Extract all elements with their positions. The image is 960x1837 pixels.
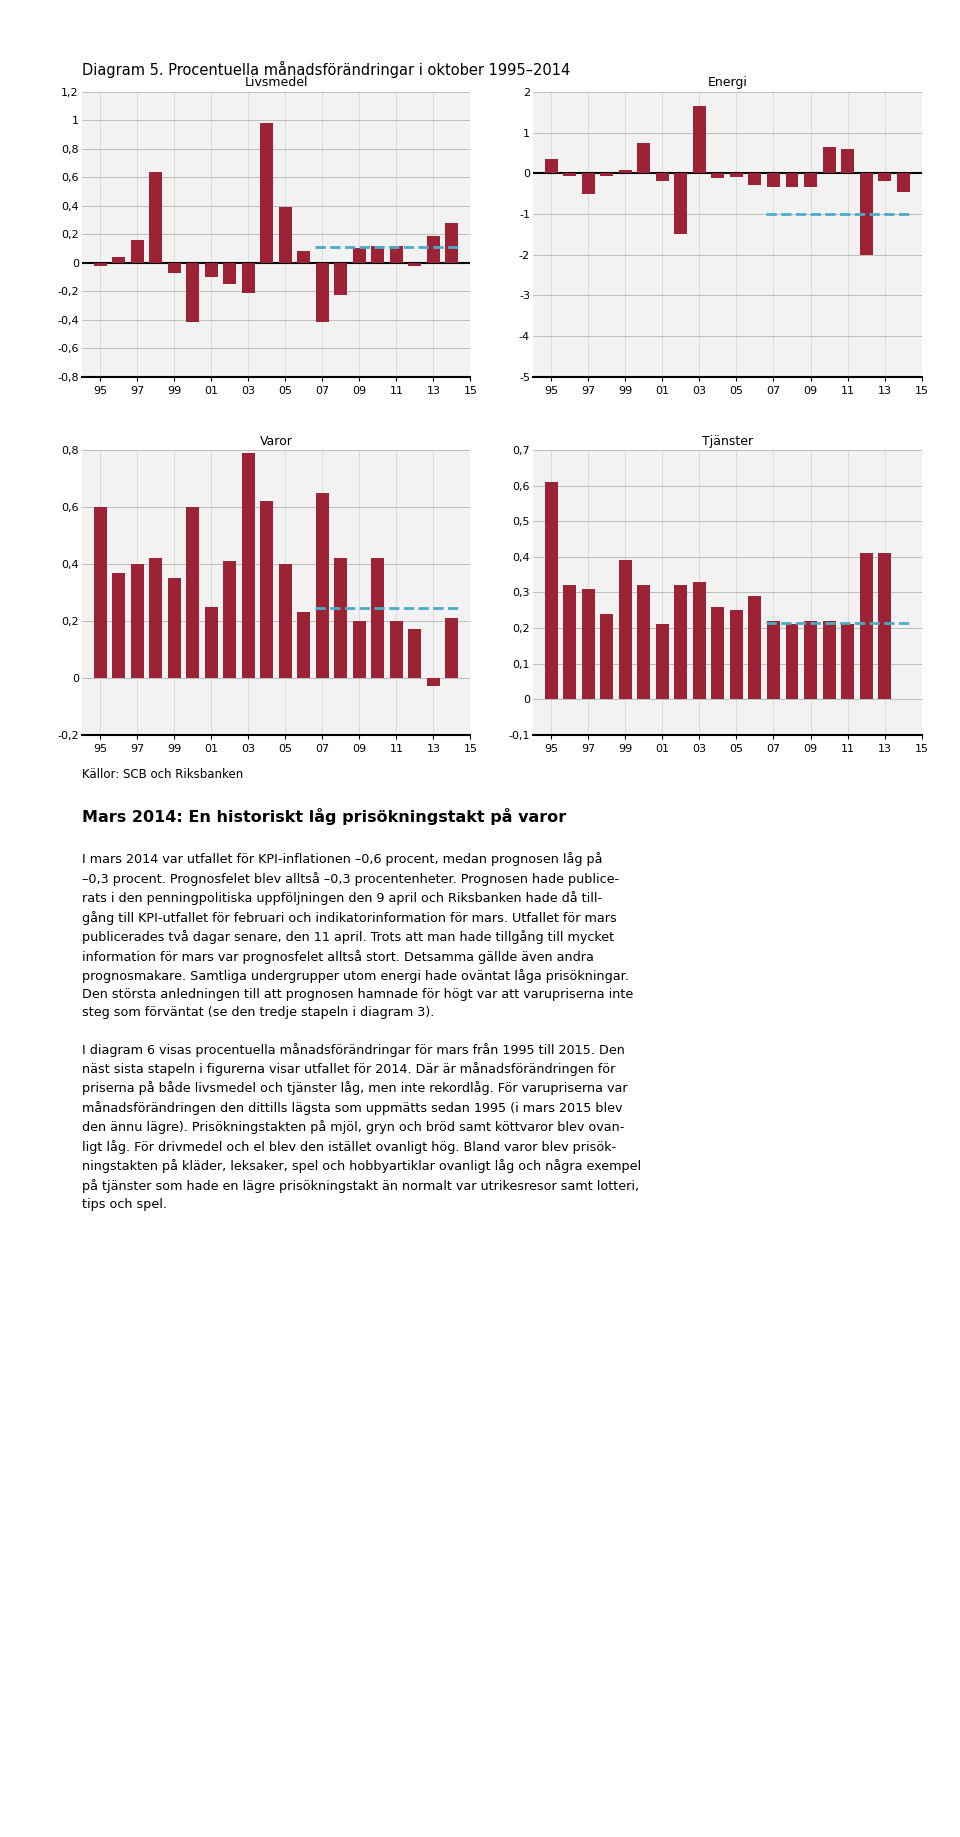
Bar [693, 107, 706, 173]
Bar [859, 553, 873, 700]
Bar [112, 573, 125, 678]
Bar [260, 123, 274, 263]
Bar [545, 160, 558, 173]
Bar [204, 263, 218, 277]
Bar [749, 595, 761, 700]
Bar [408, 630, 421, 678]
Bar [131, 241, 144, 263]
Bar [785, 173, 799, 187]
Bar [693, 582, 706, 700]
Bar [582, 173, 595, 193]
Bar [445, 617, 458, 678]
Bar [260, 502, 274, 678]
Bar [767, 173, 780, 187]
Bar [730, 610, 743, 700]
Bar [204, 606, 218, 678]
Bar [278, 208, 292, 263]
Bar [168, 263, 180, 272]
Bar [149, 558, 162, 678]
Bar [390, 621, 403, 678]
Bar [445, 222, 458, 263]
Bar [711, 606, 725, 700]
Bar [278, 564, 292, 678]
Bar [656, 625, 669, 700]
Bar [841, 625, 854, 700]
Title: Livsmedel: Livsmedel [244, 77, 308, 90]
Bar [427, 678, 440, 687]
Bar [600, 173, 613, 176]
Title: Energi: Energi [708, 77, 747, 90]
Bar [564, 173, 576, 176]
Bar [372, 558, 384, 678]
Bar [619, 171, 632, 173]
Bar [767, 621, 780, 700]
Text: 7  –  E K O N O M I S K A   K O M M E N T A R E R   N R   4 ,   2 0 1 5: 7 – E K O N O M I S K A K O M M E N T A … [295, 1808, 665, 1819]
Bar [316, 263, 328, 323]
Bar [582, 590, 595, 700]
Bar [186, 507, 199, 678]
Bar [619, 560, 632, 700]
Bar [353, 621, 366, 678]
Bar [730, 173, 743, 176]
Text: Mars 2014: En historiskt låg prisökningstakt på varor: Mars 2014: En historiskt låg prisöknings… [82, 808, 565, 825]
Bar [545, 481, 558, 700]
Bar [94, 507, 107, 678]
Bar [675, 173, 687, 233]
Bar [785, 625, 799, 700]
Bar [427, 235, 440, 263]
Bar [390, 246, 403, 263]
Bar [298, 612, 310, 678]
Bar [334, 263, 348, 296]
Bar [675, 586, 687, 700]
Text: Diagram 5. Procentuella månadsförändringar i oktober 1995–2014: Diagram 5. Procentuella månadsförändring… [82, 61, 570, 77]
Bar [186, 263, 199, 323]
Bar [168, 579, 180, 678]
Bar [112, 257, 125, 263]
Text: Källor: SCB och Riksbanken: Källor: SCB och Riksbanken [82, 768, 243, 781]
Bar [637, 586, 650, 700]
Bar [859, 173, 873, 255]
Bar [408, 263, 421, 266]
Bar [372, 246, 384, 263]
Bar [224, 263, 236, 285]
Bar [804, 621, 817, 700]
Bar [131, 564, 144, 678]
Text: I mars 2014 var utfallet för KPI-inflationen –0,6 procent, medan prognosen låg p: I mars 2014 var utfallet för KPI-inflati… [82, 852, 640, 1211]
Title: Tjänster: Tjänster [702, 435, 753, 448]
Bar [878, 173, 891, 182]
Bar [564, 586, 576, 700]
Bar [316, 492, 328, 678]
Bar [353, 248, 366, 263]
Bar [897, 173, 909, 191]
Bar [749, 173, 761, 184]
Bar [878, 553, 891, 700]
Bar [711, 173, 725, 178]
Bar [823, 621, 835, 700]
Bar [334, 558, 348, 678]
Bar [656, 173, 669, 182]
Title: Varor: Varor [259, 435, 293, 448]
Bar [242, 263, 254, 292]
Bar [298, 252, 310, 263]
Bar [224, 560, 236, 678]
Bar [149, 171, 162, 263]
Bar [600, 614, 613, 700]
Bar [242, 454, 254, 678]
Bar [804, 173, 817, 187]
Bar [637, 143, 650, 173]
Bar [823, 147, 835, 173]
Bar [94, 263, 107, 266]
Bar [841, 149, 854, 173]
